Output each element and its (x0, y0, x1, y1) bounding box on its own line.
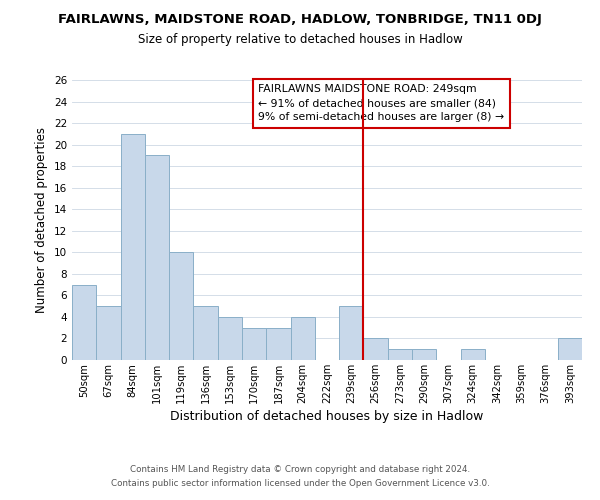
Bar (388, 349, 412, 360)
Text: FAIRLAWNS, MAIDSTONE ROAD, HADLOW, TONBRIDGE, TN11 0DJ: FAIRLAWNS, MAIDSTONE ROAD, HADLOW, TONBR… (58, 12, 542, 26)
Y-axis label: Number of detached properties: Number of detached properties (35, 127, 49, 313)
Text: Size of property relative to detached houses in Hadlow: Size of property relative to detached ho… (137, 32, 463, 46)
Bar (193, 306, 218, 360)
Bar (121, 134, 145, 360)
Bar (266, 328, 290, 360)
Text: Contains HM Land Registry data © Crown copyright and database right 2024.
Contai: Contains HM Land Registry data © Crown c… (110, 466, 490, 487)
Bar (364, 338, 388, 360)
Bar (412, 349, 436, 360)
Bar (169, 252, 193, 360)
Bar (145, 156, 169, 360)
Bar (96, 306, 121, 360)
Bar (218, 317, 242, 360)
Bar (558, 338, 582, 360)
Bar (242, 328, 266, 360)
Text: FAIRLAWNS MAIDSTONE ROAD: 249sqm
← 91% of detached houses are smaller (84)
9% of: FAIRLAWNS MAIDSTONE ROAD: 249sqm ← 91% o… (258, 84, 504, 122)
X-axis label: Distribution of detached houses by size in Hadlow: Distribution of detached houses by size … (170, 410, 484, 423)
Bar (461, 349, 485, 360)
Bar (290, 317, 315, 360)
Bar (72, 284, 96, 360)
Bar (339, 306, 364, 360)
